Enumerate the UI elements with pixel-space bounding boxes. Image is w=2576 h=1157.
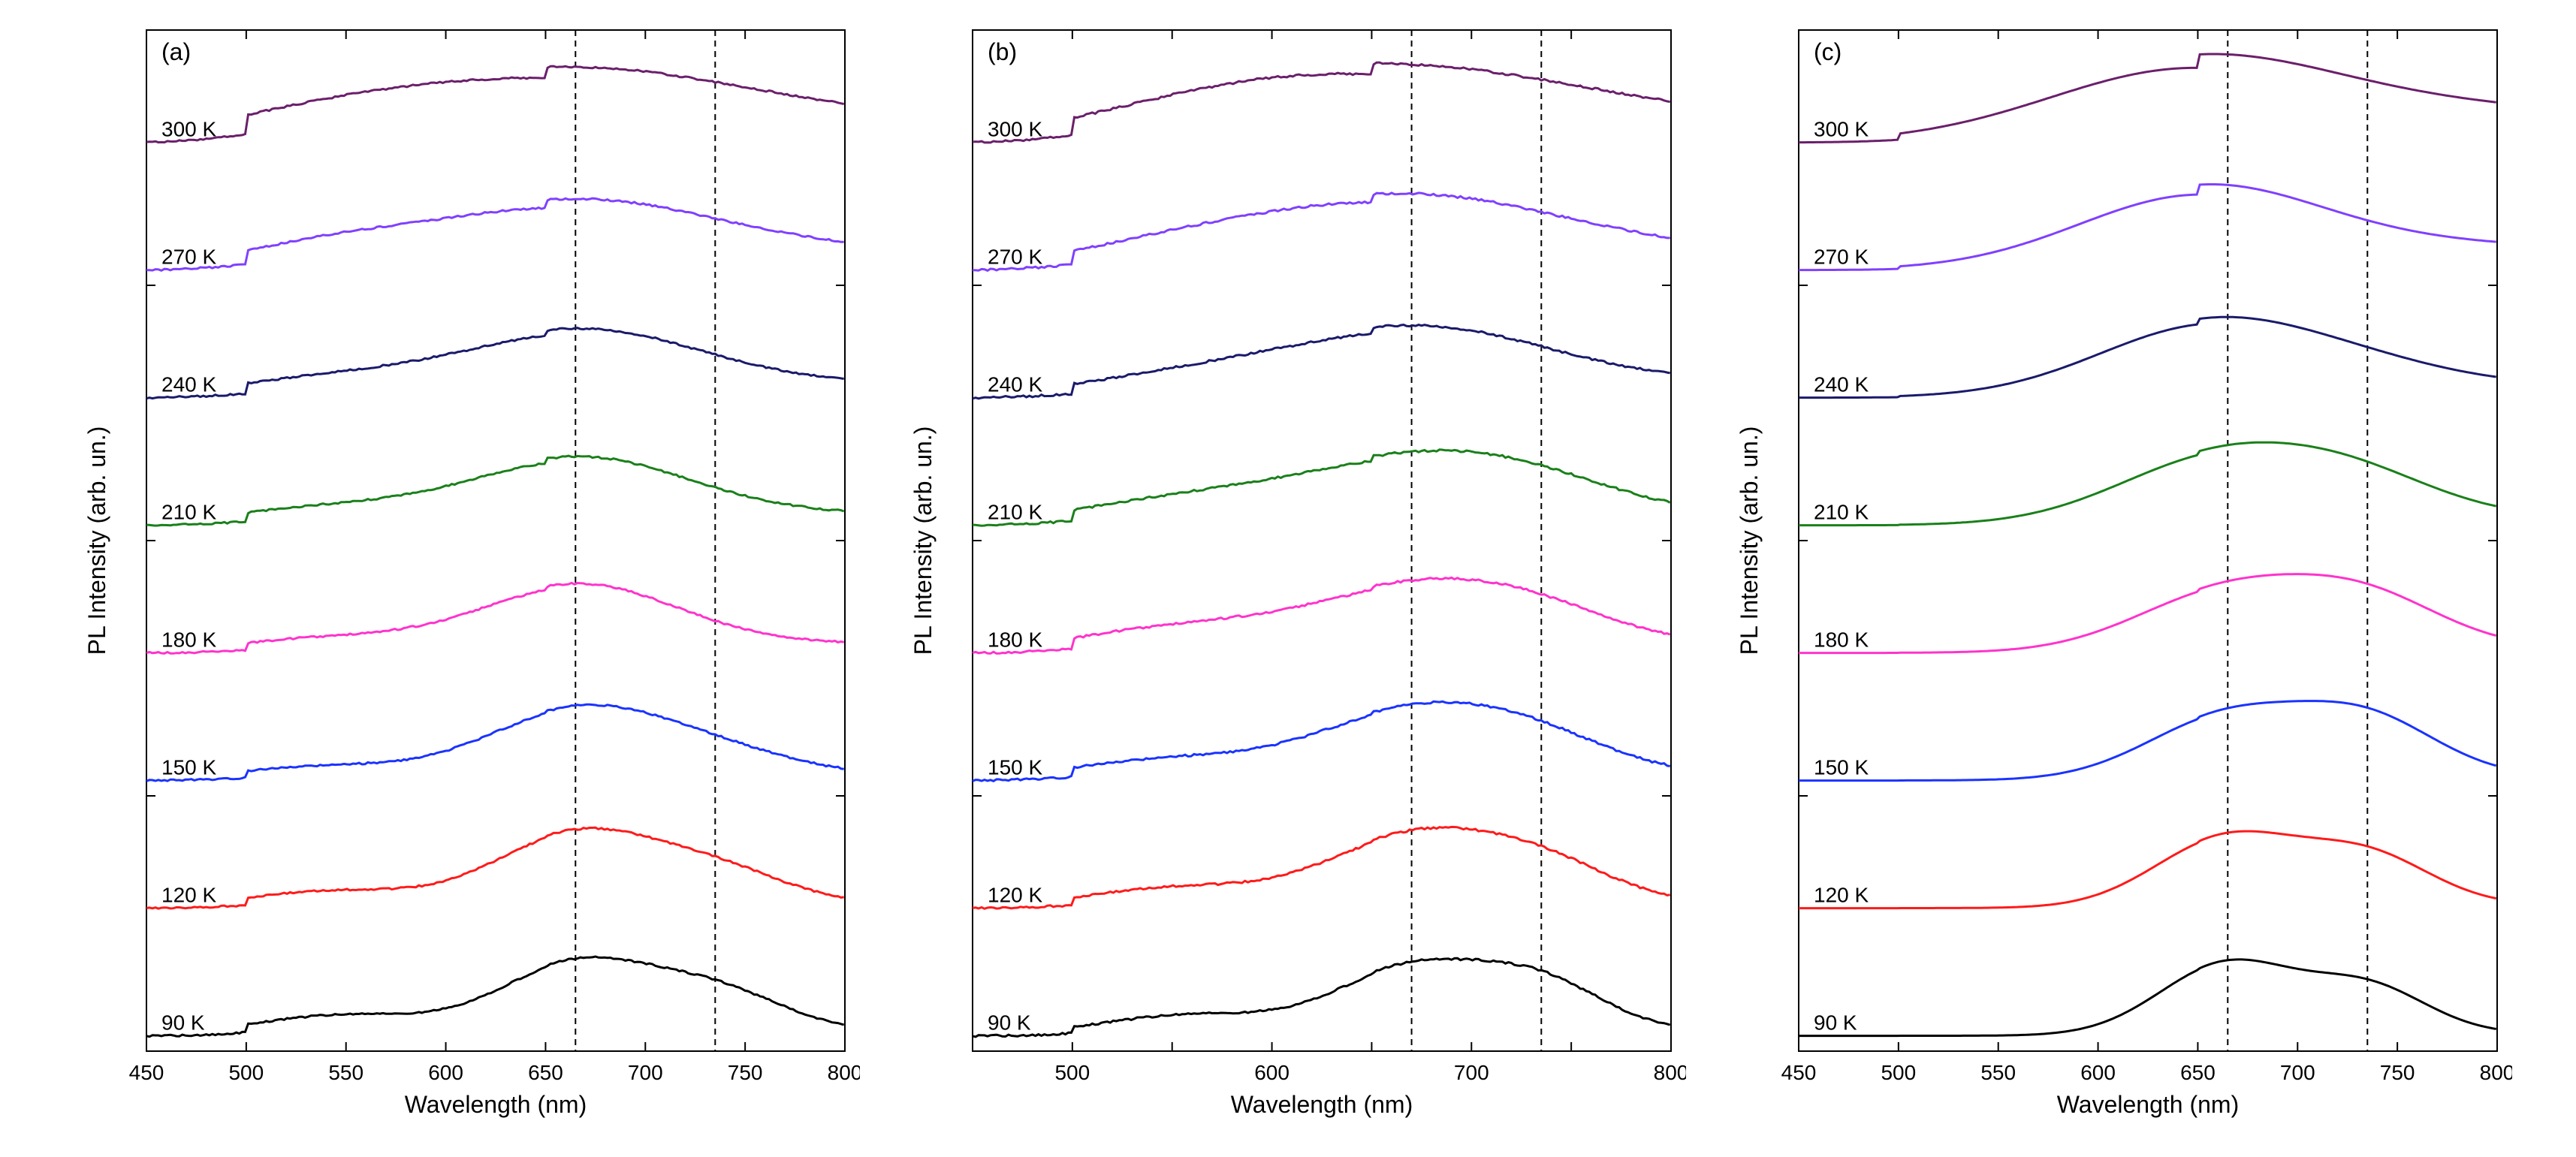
series-label: 150 K — [1814, 756, 1869, 779]
xtick-label: 500 — [228, 1061, 264, 1084]
spectrum-curve — [146, 198, 844, 270]
ylabel: PL Intensity (arb. un.) — [1736, 426, 1763, 655]
xtick-label: 700 — [2280, 1061, 2315, 1084]
spectrum-curve — [1799, 442, 2496, 525]
series-label: 90 K — [1814, 1011, 1857, 1035]
series-label: 180 K — [988, 628, 1042, 652]
xtick-label: 550 — [1980, 1061, 2016, 1084]
panel-label: (b) — [988, 38, 1017, 65]
series-label: 300 K — [988, 118, 1042, 141]
spectrum-curve — [1799, 54, 2496, 143]
series-label: 270 K — [988, 246, 1042, 269]
spectrum-curve — [146, 957, 844, 1037]
xtick-label: 500 — [1881, 1061, 1916, 1084]
figure-container: 450 500 550 600 650 700 750 800 Wavelength (nm) P… — [15, 15, 2561, 1141]
spectrum-curve — [973, 62, 1670, 143]
xtick-label: 600 — [428, 1061, 463, 1084]
series-label: 150 K — [161, 756, 216, 779]
xtick-label: 450 — [129, 1061, 164, 1084]
xtick-label: 450 — [1781, 1061, 1817, 1084]
xtick-label: 750 — [2380, 1061, 2415, 1084]
xlabel: Wavelength (nm) — [405, 1091, 587, 1118]
ylabel: PL Intensity (arb. un.) — [909, 426, 937, 655]
xtick-label: 600 — [1254, 1061, 1290, 1084]
series-label: 120 K — [988, 884, 1042, 907]
xtick-label: 800 — [1654, 1061, 1686, 1084]
series-label: 120 K — [1814, 884, 1869, 907]
xlabel: Wavelength (nm) — [1231, 1091, 1413, 1118]
series-label: 240 K — [161, 373, 216, 396]
spectrum-curve — [1799, 831, 2496, 908]
xtick-label: 650 — [2180, 1061, 2216, 1084]
spectrum-curve — [973, 325, 1670, 399]
series-label: 240 K — [988, 373, 1042, 396]
series-label: 300 K — [161, 118, 216, 141]
series-label: 90 K — [161, 1011, 205, 1035]
spectrum-curve — [146, 66, 844, 143]
xtick-label: 700 — [1454, 1061, 1489, 1084]
spectrum-curve — [146, 827, 844, 908]
xtick-label: 800 — [2480, 1061, 2512, 1084]
panel-label: (a) — [161, 38, 191, 65]
panel-a-svg: 450 500 550 600 650 700 750 800 Wavelength (nm) P… — [64, 15, 860, 1141]
spectrum-curve — [973, 577, 1670, 653]
spectrum-curve — [973, 450, 1670, 526]
xtick-label: 700 — [628, 1061, 663, 1084]
xtick-label: 550 — [328, 1061, 363, 1084]
xtick-label: 800 — [828, 1061, 860, 1084]
series-label: 210 K — [1814, 501, 1869, 524]
series-label: 150 K — [988, 756, 1042, 779]
panel-b: 500 600 700 800 Wavelength (nm) PL Intensity … — [890, 15, 1686, 1141]
series-label: 270 K — [1814, 246, 1869, 269]
series-label: 240 K — [1814, 373, 1869, 396]
spectrum-curve — [1799, 317, 2496, 397]
series-label: 90 K — [988, 1011, 1031, 1035]
series-label: 300 K — [1814, 118, 1869, 141]
series-label: 210 K — [161, 501, 216, 524]
series-label: 180 K — [1814, 628, 1869, 652]
spectrum-curve — [146, 456, 844, 526]
spectrum-curve — [973, 827, 1670, 908]
spectrum-curve — [973, 701, 1670, 781]
spectrum-curve — [146, 328, 844, 399]
spectrum-curve — [973, 958, 1670, 1037]
panel-c-svg: 450 500 550 600 650 700 750 800 Wavelength (nm) P… — [1716, 15, 2512, 1141]
spectrum-curve — [146, 583, 844, 653]
xtick-label: 750 — [728, 1061, 763, 1084]
series-label: 270 K — [161, 246, 216, 269]
panel-c: 450 500 550 600 650 700 750 800 Wavelength (nm) P… — [1716, 15, 2512, 1141]
spectrum-curve — [1799, 960, 2496, 1036]
ylabel: PL Intensity (arb. un.) — [83, 426, 110, 655]
panel-b-svg: 500 600 700 800 Wavelength (nm) PL Intensity … — [890, 15, 1686, 1141]
series-label: 180 K — [161, 628, 216, 652]
panel-label: (c) — [1814, 38, 1842, 65]
xtick-label: 600 — [2080, 1061, 2116, 1084]
spectrum-curve — [1799, 701, 2496, 781]
spectrum-curve — [1799, 185, 2496, 270]
series-label: 120 K — [161, 884, 216, 907]
spectrum-curve — [1799, 574, 2496, 653]
xtick-label: 500 — [1054, 1061, 1090, 1084]
xlabel: Wavelength (nm) — [2057, 1091, 2239, 1118]
series-label: 210 K — [988, 501, 1042, 524]
panel-a: 450 500 550 600 650 700 750 800 Wavelength (nm) P… — [64, 15, 860, 1141]
spectrum-curve — [973, 193, 1670, 271]
xtick-label: 650 — [528, 1061, 563, 1084]
spectrum-curve — [146, 704, 844, 781]
